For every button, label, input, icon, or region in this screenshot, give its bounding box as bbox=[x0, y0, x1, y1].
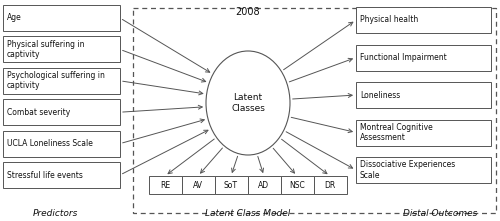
Text: NSC: NSC bbox=[289, 181, 305, 189]
Bar bbox=[214, 176, 248, 194]
Text: AV: AV bbox=[193, 181, 203, 189]
Text: Distal Outcomes: Distal Outcomes bbox=[403, 209, 477, 218]
Text: Combat severity: Combat severity bbox=[7, 108, 70, 117]
Bar bbox=[356, 82, 491, 108]
Text: Stressful life events: Stressful life events bbox=[7, 170, 83, 179]
Text: DR: DR bbox=[324, 181, 336, 189]
Text: Latent Class Model: Latent Class Model bbox=[206, 209, 290, 218]
Bar bbox=[3, 162, 120, 188]
Text: Loneliness: Loneliness bbox=[360, 91, 400, 99]
Bar bbox=[3, 131, 120, 157]
Text: Physical health: Physical health bbox=[360, 15, 418, 25]
Bar bbox=[182, 176, 214, 194]
Bar bbox=[3, 68, 120, 94]
Bar bbox=[3, 36, 120, 62]
Text: SoT: SoT bbox=[224, 181, 238, 189]
Ellipse shape bbox=[206, 51, 290, 155]
Text: 2015: 2015 bbox=[428, 7, 452, 17]
Bar bbox=[3, 5, 120, 31]
Text: RE: RE bbox=[160, 181, 170, 189]
Text: Montreal Cognitive
Assessment: Montreal Cognitive Assessment bbox=[360, 123, 433, 142]
Bar bbox=[148, 176, 182, 194]
Text: Age: Age bbox=[7, 13, 22, 23]
Text: Predictors: Predictors bbox=[32, 209, 78, 218]
Bar bbox=[248, 176, 280, 194]
Bar bbox=[356, 120, 491, 145]
Bar bbox=[133, 8, 496, 213]
Bar bbox=[356, 157, 491, 183]
Text: Dissociative Experiences
Scale: Dissociative Experiences Scale bbox=[360, 160, 455, 180]
Text: AD: AD bbox=[258, 181, 270, 189]
Bar bbox=[356, 44, 491, 70]
Text: 1991: 1991 bbox=[43, 7, 67, 17]
Bar bbox=[356, 7, 491, 33]
Text: UCLA Loneliness Scale: UCLA Loneliness Scale bbox=[7, 139, 93, 148]
Text: Physical suffering in
captivity: Physical suffering in captivity bbox=[7, 40, 84, 59]
Bar bbox=[280, 176, 314, 194]
Bar bbox=[314, 176, 346, 194]
Bar bbox=[3, 99, 120, 125]
Text: 2008: 2008 bbox=[236, 7, 260, 17]
Text: Functional Impairment: Functional Impairment bbox=[360, 53, 447, 62]
Text: Psychological suffering in
captivity: Psychological suffering in captivity bbox=[7, 71, 105, 91]
Text: Latent
Classes: Latent Classes bbox=[231, 93, 265, 113]
